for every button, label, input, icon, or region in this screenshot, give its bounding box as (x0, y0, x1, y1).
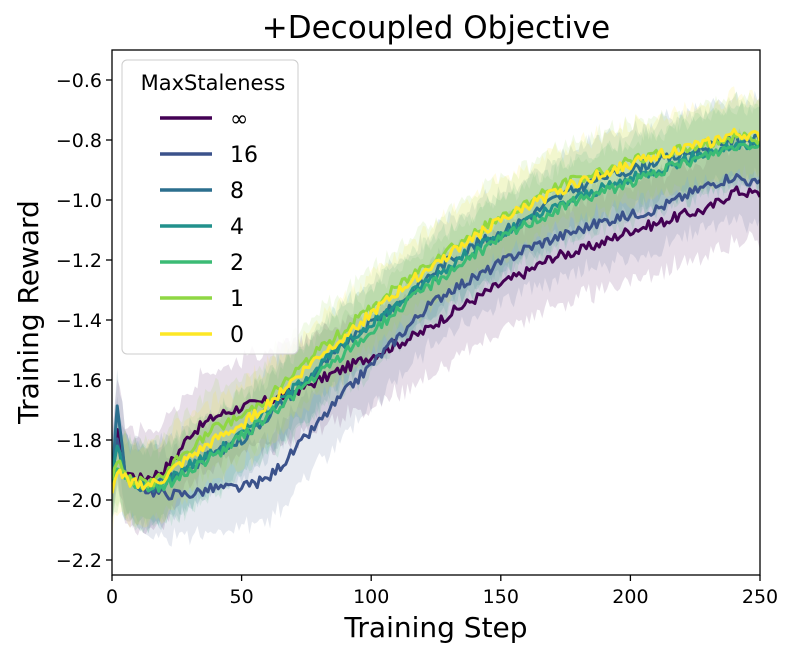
band-3 (112, 99, 760, 531)
y-tick-label: −1.6 (56, 370, 102, 392)
x-tick-label: 50 (230, 586, 254, 608)
plot-area-frame (111, 49, 761, 576)
legend-label-3: 4 (230, 215, 244, 240)
y-tick-label: −2.0 (56, 490, 102, 512)
legend-box (121, 59, 299, 355)
x-axis-ticks: 0 50 100 150 200 250 (106, 575, 778, 608)
x-tick-label: 250 (742, 586, 778, 608)
legend-label-5: 1 (230, 287, 244, 312)
band-6 (112, 86, 760, 539)
band-4 (112, 103, 760, 534)
y-tick-label: −0.6 (56, 70, 102, 92)
band-1 (112, 128, 760, 547)
legend-label-4: 2 (230, 251, 244, 276)
legend-title: MaxStaleness (141, 71, 286, 95)
y-tick-label: −0.8 (56, 130, 102, 152)
series-line-6 (112, 127, 760, 494)
y-tick-label: −1.0 (56, 190, 102, 212)
y-axis-ticks: −2.2 −2.0 −1.8 −1.6 −1.4 −1.2 −1.0 −0.8 −0.6 (56, 70, 112, 572)
band-0 (112, 137, 760, 536)
x-tick-label: 100 (353, 586, 389, 608)
series-lines (112, 127, 760, 501)
y-axis-label: Training Reward (12, 200, 45, 425)
legend-label-1: 16 (230, 143, 258, 168)
series-line-4 (112, 141, 760, 493)
legend: MaxStaleness ∞ 16 8 4 2 1 0 (121, 59, 299, 355)
series-line-0 (112, 185, 760, 485)
legend-label-6: 0 (230, 323, 244, 348)
y-tick-label: −1.2 (56, 250, 102, 272)
chart-title: +Decoupled Objective (262, 10, 610, 46)
y-tick-label: −1.4 (56, 310, 102, 332)
legend-label-0: ∞ (230, 107, 248, 132)
legend-label-2: 8 (230, 179, 244, 204)
x-tick-label: 150 (483, 586, 519, 608)
x-axis-label: Training Step (343, 611, 527, 644)
series-line-1 (112, 173, 760, 501)
band-5 (112, 91, 760, 528)
y-tick-label: −1.8 (56, 430, 102, 452)
confidence-bands (112, 86, 760, 547)
x-tick-label: 200 (612, 586, 648, 608)
y-tick-label: −2.2 (56, 550, 102, 572)
band-2 (112, 90, 760, 534)
x-tick-label: 0 (106, 586, 118, 608)
